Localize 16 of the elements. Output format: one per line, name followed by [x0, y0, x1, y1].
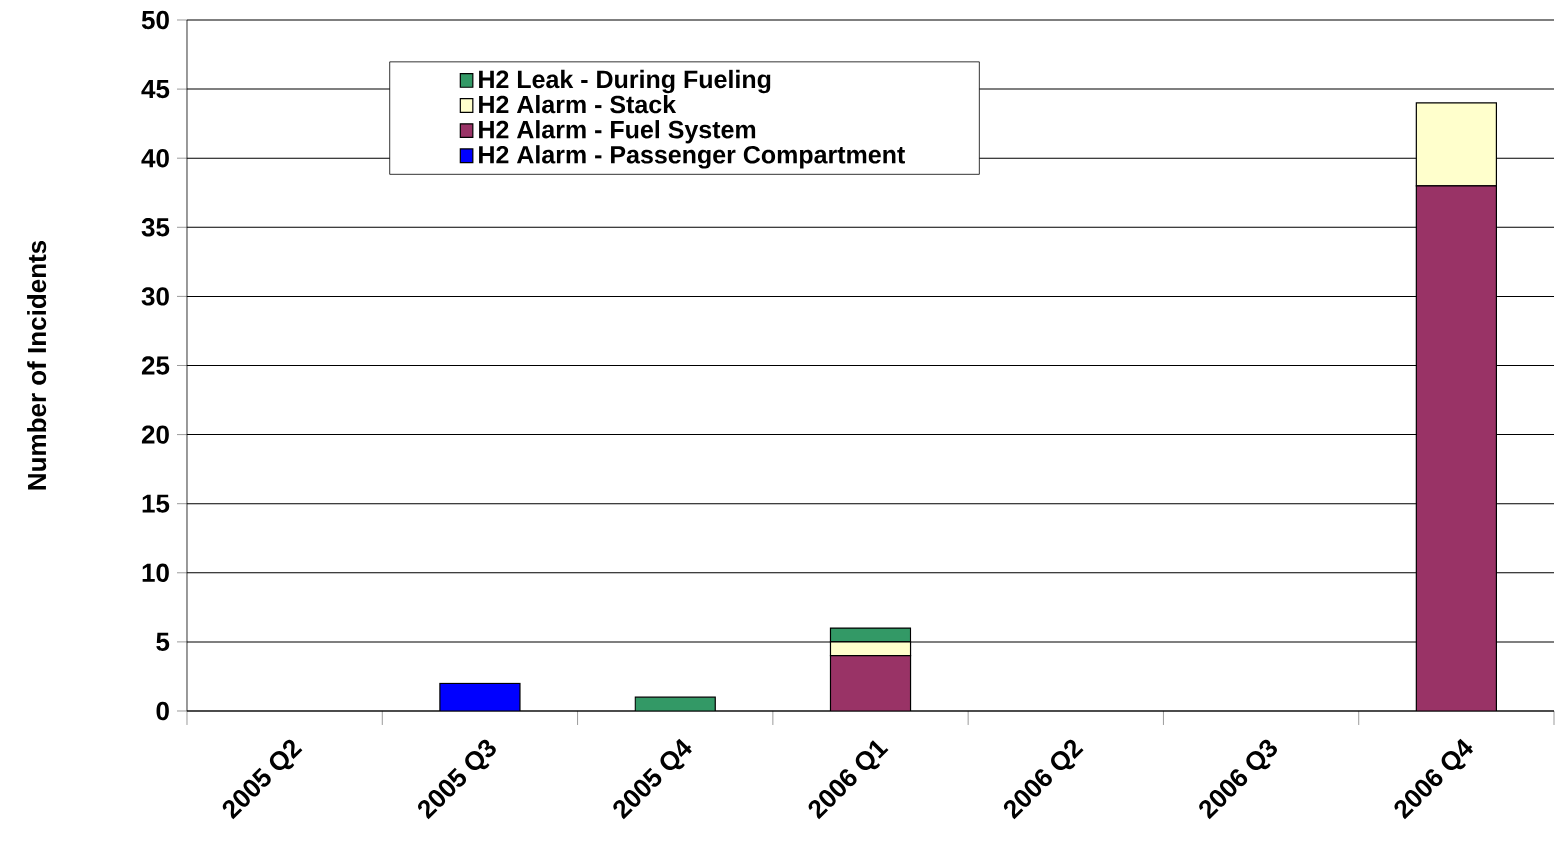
y-tick-label: 45 [141, 80, 170, 99]
y-axis-title: Number of Incidents [27, 240, 47, 490]
y-tick-label: 50 [141, 10, 169, 30]
legend-label: H2 Alarm - Fuel System [479, 120, 756, 144]
y-tick-label: 40 [141, 148, 169, 168]
y-tick-label: 15 [142, 494, 170, 513]
legend-label: H2 Alarm - Passenger Compartment [479, 145, 905, 169]
y-tick-label: 30 [141, 287, 169, 306]
y-tick-label: 20 [141, 425, 169, 444]
y-tick-label: 10 [142, 563, 169, 582]
legend-label: H2 Alarm - Stack [479, 94, 677, 114]
y-tick-label: 35 [141, 218, 170, 237]
y-tick-label: 25 [141, 356, 170, 375]
y-tick-label: 5 [156, 632, 170, 651]
y-tick-label: 0 [156, 701, 169, 721]
legend-label: H2 Leak - During Fueling [479, 69, 771, 94]
